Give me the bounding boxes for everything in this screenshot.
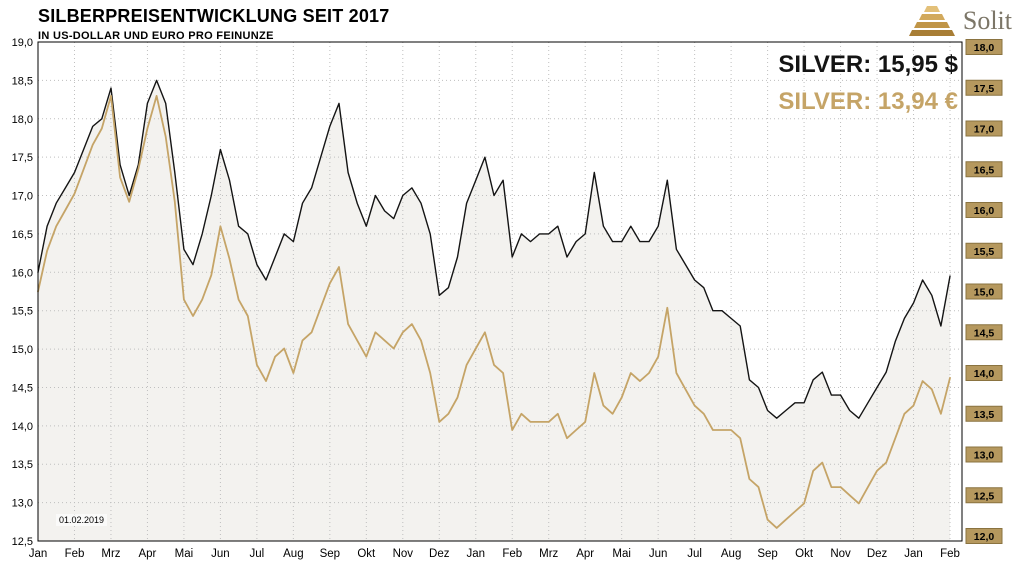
page-title: SILBERPREISENTWICKLUNG SEIT 2017 [38,6,390,26]
price-annotations: SILVER: 15,95 $ SILVER: 13,94 € [778,46,958,120]
svg-text:17,5: 17,5 [974,83,995,95]
svg-text:17,0: 17,0 [974,124,995,136]
svg-text:Mrz: Mrz [101,548,120,560]
chart-header: SILBERPREISENTWICKLUNG SEIT 2017 IN US-D… [38,6,389,42]
svg-text:Jan: Jan [904,548,923,560]
svg-text:15,5: 15,5 [974,246,995,258]
logo-text: Solit [962,6,1012,35]
svg-text:Jul: Jul [687,548,702,560]
plot-border [37,41,963,542]
svg-text:12,0: 12,0 [974,531,995,543]
svg-text:Nov: Nov [830,548,851,560]
svg-text:13,0: 13,0 [12,498,33,510]
svg-text:15,0: 15,0 [12,344,33,356]
svg-text:Sep: Sep [320,548,340,560]
svg-text:Jan: Jan [466,548,485,560]
svg-text:Jun: Jun [649,548,668,560]
svg-text:Jan: Jan [29,548,48,560]
svg-text:Apr: Apr [576,548,594,560]
svg-text:12,5: 12,5 [974,490,995,502]
svg-text:Okt: Okt [357,548,376,560]
solit-logo: Solit [908,4,1012,38]
svg-text:Mai: Mai [175,548,194,560]
x-axis-labels: Jan Feb Mrz Apr Mai Jun Jul Aug Sep Okt Nov Dez Jan F… [29,548,960,560]
svg-text:16,0: 16,0 [974,205,995,217]
svg-text:Okt: Okt [795,548,814,560]
svg-text:Dez: Dez [867,548,888,560]
svg-text:19,0: 19,0 [12,37,33,49]
svg-text:15,5: 15,5 [12,306,33,318]
svg-text:Dez: Dez [429,548,450,560]
pyramid-icon [908,6,955,36]
svg-text:18,5: 18,5 [12,75,33,87]
date-label: 01.02.2019 [56,514,108,526]
usd-price-label: SILVER: 15,95 $ [778,51,958,78]
svg-text:Aug: Aug [721,548,741,560]
left-axis-labels: 19,0 18,5 18,0 17,5 17,0 16,5 16,0 15,5 15,0 14,5… [12,37,33,548]
svg-text:14,5: 14,5 [974,327,995,339]
svg-text:Feb: Feb [502,548,522,560]
svg-text:17,5: 17,5 [12,152,33,164]
svg-text:17,0: 17,0 [12,191,33,203]
svg-text:12,5: 12,5 [12,536,33,548]
svg-text:18,0: 18,0 [12,114,33,126]
svg-text:Sep: Sep [757,548,777,560]
right-axis-labels: 18,0 17,5 17,0 16,5 16,0 15,5 15,0 14,5 14,0 13,5… [965,39,1003,544]
svg-text:14,0: 14,0 [12,421,33,433]
svg-text:18,0: 18,0 [974,42,995,54]
svg-text:14,5: 14,5 [12,382,33,394]
svg-text:Aug: Aug [283,548,303,560]
svg-text:Jul: Jul [250,548,265,560]
svg-text:Feb: Feb [940,548,960,560]
svg-text:15,0: 15,0 [974,287,995,299]
svg-text:13,5: 13,5 [12,459,33,471]
eur-line [37,95,951,529]
svg-text:Apr: Apr [138,548,156,560]
svg-text:Mrz: Mrz [539,548,558,560]
eur-price-label: SILVER: 13,94 € [778,88,958,116]
svg-text:13,5: 13,5 [974,409,995,421]
svg-text:Feb: Feb [65,548,85,560]
svg-text:Mai: Mai [612,548,631,560]
svg-text:14,0: 14,0 [974,368,995,380]
usd-line [37,79,951,419]
page-subtitle: IN US-DOLLAR UND EURO PRO FEINUNZE [38,30,274,42]
svg-text:Nov: Nov [393,548,414,560]
svg-text:Jun: Jun [211,548,230,560]
series-lines [37,79,951,529]
svg-text:13,0: 13,0 [974,450,995,462]
svg-text:16,0: 16,0 [12,267,33,279]
svg-text:16,5: 16,5 [974,164,995,176]
svg-text:16,5: 16,5 [12,229,33,241]
